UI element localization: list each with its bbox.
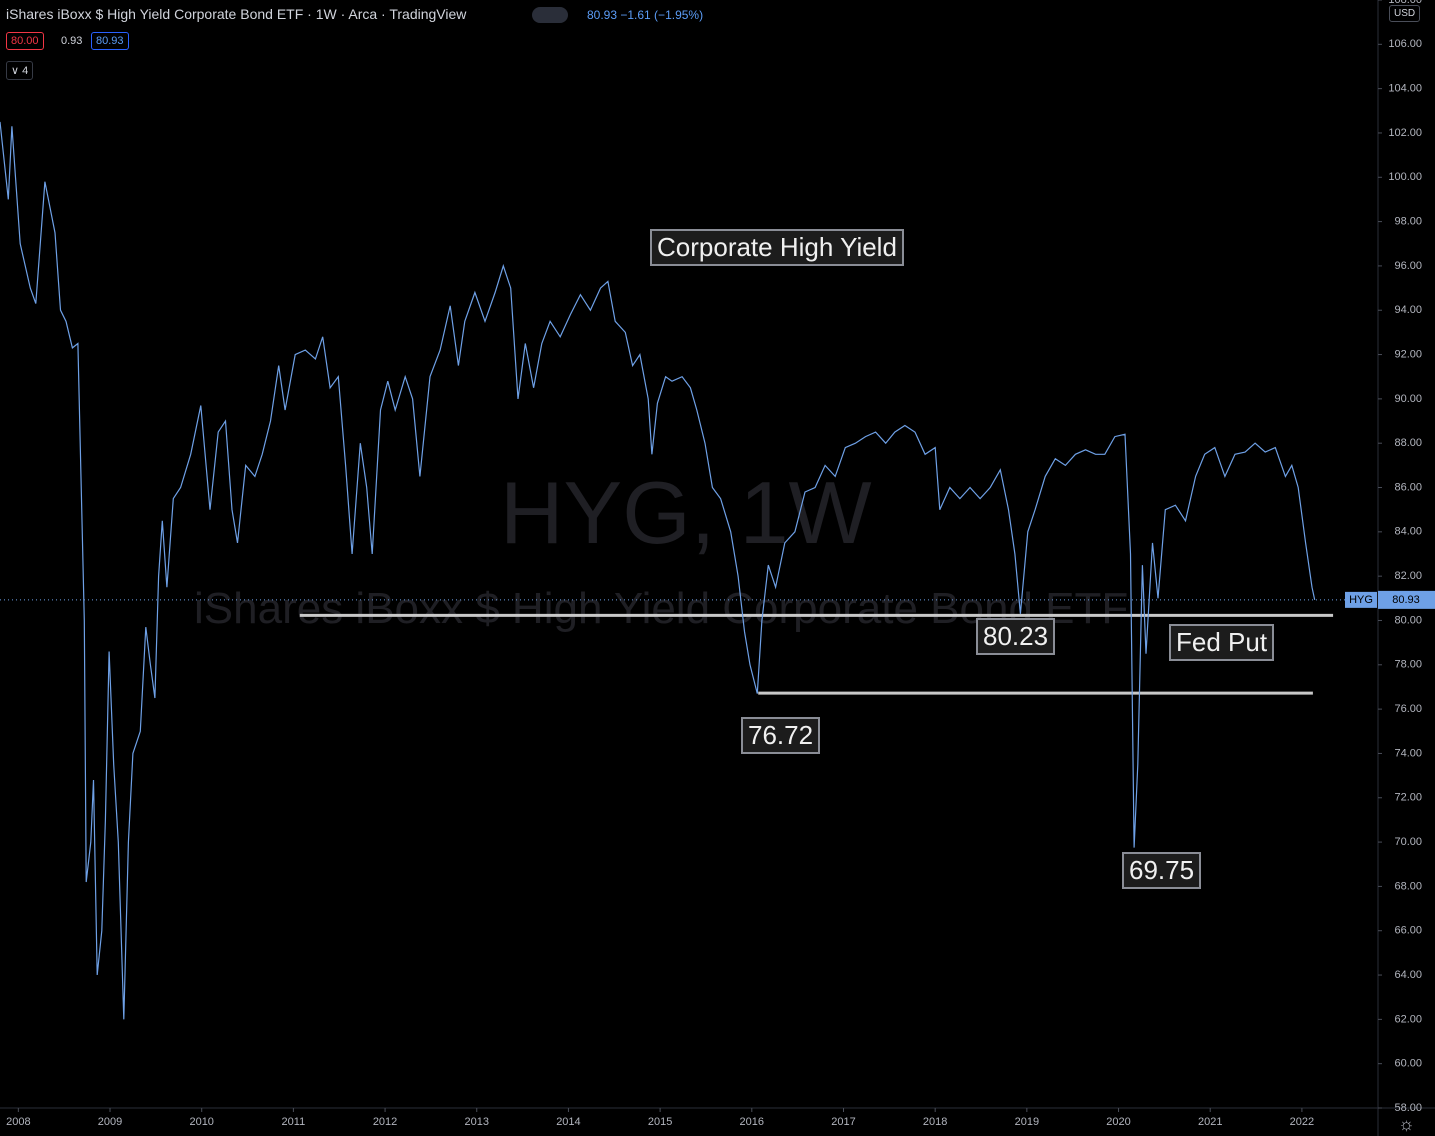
y-tick-label: 72.00	[1394, 792, 1422, 804]
annotation: Corporate High Yield	[650, 229, 904, 266]
price-tag-label: 80.93	[1392, 594, 1420, 606]
annotation: Fed Put	[1169, 624, 1275, 661]
indicator-count: 4	[22, 65, 29, 77]
quote: 80.93 −1.61 (−1.95%)	[587, 8, 704, 22]
x-tick-label: 2019	[1015, 1116, 1039, 1128]
y-tick-label: 96.00	[1394, 260, 1422, 272]
series-tag	[1345, 591, 1377, 608]
x-tick-label: 2009	[98, 1116, 122, 1128]
y-tick-label: 58.00	[1394, 1102, 1422, 1114]
y-tick-label: 84.00	[1394, 526, 1422, 538]
series-tag-label: HYG	[1349, 594, 1373, 606]
status-toggle[interactable]	[532, 7, 568, 23]
bid[interactable]: 80.00	[6, 32, 44, 50]
price-tag	[1378, 590, 1435, 609]
x-tick-label: 2018	[923, 1116, 947, 1128]
y-tick-label: 106.00	[1388, 38, 1422, 50]
low-label: 69.75	[1122, 852, 1202, 889]
y-tick-label: 102.00	[1388, 127, 1422, 139]
x-tick-label: 2022	[1290, 1116, 1314, 1128]
price-line	[0, 121, 1316, 1020]
x-tick-label: 2017	[831, 1116, 855, 1128]
y-tick-label: 64.00	[1394, 969, 1422, 981]
y-tick-label: 94.00	[1394, 304, 1422, 316]
y-tick-label: 92.00	[1394, 348, 1422, 360]
y-tick-label: 82.00	[1394, 570, 1422, 582]
chevron: ∨	[11, 65, 23, 77]
y-tick-label: 86.00	[1394, 481, 1422, 493]
x-tick-label: 2012	[373, 1116, 397, 1128]
ask[interactable]: 80.93	[91, 32, 129, 50]
y-tick-label: 90.00	[1394, 393, 1422, 405]
x-tick-label: 2011	[282, 1116, 306, 1128]
x-tick-label: 2016	[740, 1116, 764, 1128]
watermark: iShares iBoxx $ High Yield Corporate Bon…	[194, 584, 1129, 633]
collapse-button[interactable]: ∨ 4	[6, 61, 34, 80]
x-tick-label: 2015	[648, 1116, 672, 1128]
y-tick-label: 66.00	[1394, 925, 1422, 937]
y-tick-label: 62.00	[1394, 1013, 1422, 1025]
y-tick-label: 60.00	[1394, 1058, 1422, 1070]
y-tick-label: 80.00	[1394, 614, 1422, 626]
y-tick-label: 88.00	[1394, 437, 1422, 449]
symbol-title: iShares iBoxx $ High Yield Corporate Bon…	[6, 6, 467, 22]
x-tick-label: 2010	[189, 1116, 213, 1128]
y-tick-label: 76.00	[1394, 703, 1422, 715]
y-tick-label: 74.00	[1394, 747, 1422, 759]
x-tick-label: 2013	[465, 1116, 489, 1128]
x-tick-label: 2014	[556, 1116, 580, 1128]
spread: 0.93	[61, 35, 83, 47]
y-tick-label: 70.00	[1394, 836, 1422, 848]
level-label: 76.72	[741, 717, 821, 754]
y-tick-label: 78.00	[1394, 659, 1422, 671]
x-tick-label: 2008	[6, 1116, 30, 1128]
settings-icon[interactable]: ☼	[1398, 1114, 1415, 1134]
y-tick-label: 108.00	[1388, 0, 1422, 6]
y-tick-label: 100.00	[1388, 171, 1422, 183]
y-tick-label: 68.00	[1394, 880, 1422, 892]
x-tick-label: 2021	[1198, 1116, 1222, 1128]
y-tick-label: 104.00	[1388, 83, 1422, 95]
watermark: HYG, 1W	[500, 463, 872, 562]
level-label: 80.23	[976, 618, 1056, 655]
x-tick-label: 2020	[1106, 1116, 1130, 1128]
currency-select[interactable]: USD	[1389, 5, 1421, 22]
y-tick-label: 98.00	[1394, 216, 1422, 228]
